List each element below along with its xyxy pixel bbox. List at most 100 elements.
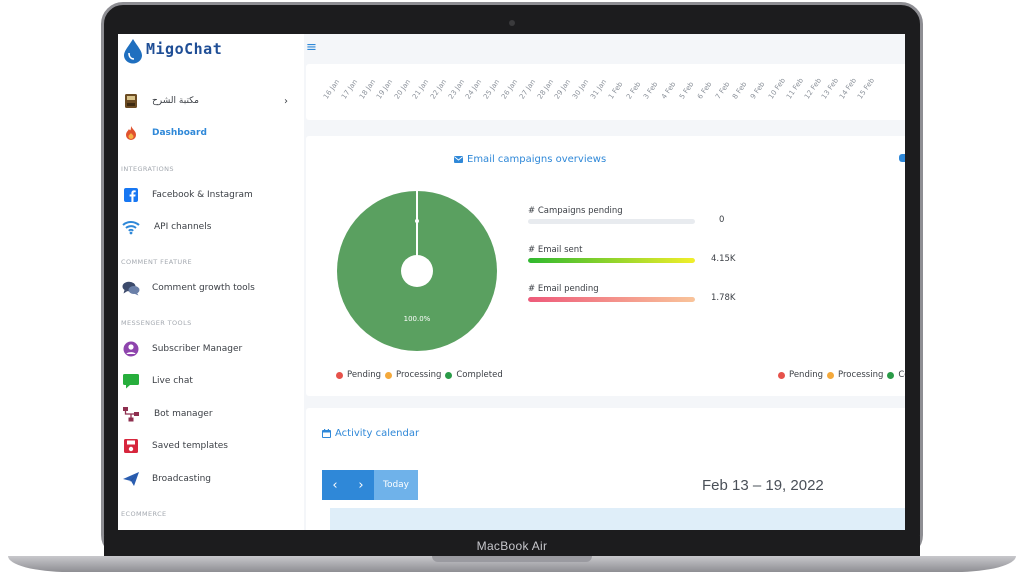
stat-value: 4.15K [711, 254, 736, 264]
stat-progress-fill [528, 297, 695, 302]
sidebar-section-integrations: INTEGRATIONS [121, 165, 174, 173]
legend-label[interactable]: Processing [837, 370, 884, 380]
pie-marker [415, 219, 419, 223]
timeline-tick-label: 10 Feb [767, 76, 788, 101]
sidebar-item-label: Facebook & Instagram [152, 190, 253, 200]
user-circle-icon [122, 340, 140, 358]
timeline-tick-label: 28 Jan [535, 78, 555, 101]
stat-label: # Campaigns pending [528, 206, 623, 216]
sitemap-icon [122, 405, 140, 423]
sidebar-item-label: Broadcasting [152, 474, 212, 484]
activity-calendar-title: Activity calendar [322, 428, 419, 439]
fire-icon [122, 124, 140, 142]
legend-label[interactable]: Completed [456, 370, 503, 380]
pie-center-hole [401, 255, 433, 287]
legend-dot-icon [336, 371, 343, 379]
sidebar-section-ecommerce: ECOMMERCE [121, 510, 167, 518]
timeline-tick-label: 3 Feb [642, 80, 660, 101]
brand-name: MigoChat [146, 40, 223, 58]
stat-progress-fill [528, 258, 695, 263]
sidebar-item-label: مكتبة الشرح [152, 96, 199, 106]
timeline-tick-label: 14 Feb [838, 76, 859, 101]
book-icon [122, 92, 140, 110]
timeline-tick-label: 23 Jan [446, 78, 466, 101]
water-drop-logo-icon [124, 39, 142, 64]
calendar-prev-button[interactable]: ‹ [322, 470, 348, 500]
timeline-tick-label: 31 Jan [589, 78, 609, 101]
wifi-icon [122, 218, 140, 236]
calendar-today-button[interactable]: Today [374, 470, 418, 500]
timeline-tick-label: 7 Feb [713, 80, 732, 101]
sidebar-item-label: Subscriber Manager [152, 344, 243, 354]
email-campaigns-card: Email campaigns overviews 100.0% # Campa… [306, 136, 905, 396]
stat-progress-bar [528, 258, 695, 263]
laptop-bezel [104, 536, 920, 556]
legend-label[interactable]: Processing [395, 370, 442, 380]
timeline-tick-label: 26 Jan [500, 78, 520, 101]
timeline-tick-label: 20 Jan [393, 78, 413, 101]
legend-label[interactable]: Pending [789, 370, 823, 380]
timeline-tick-label: 18 Jan [357, 78, 377, 101]
calendar-next-button[interactable]: › [348, 470, 374, 500]
envelope-icon [454, 156, 463, 163]
stat-value: 0 [719, 215, 725, 225]
chevron-right-icon[interactable]: › [284, 95, 288, 107]
timeline-tick-label: 4 Feb [660, 80, 678, 101]
timeline-tick-label: 9 Feb [749, 80, 767, 101]
legend-dot-icon [445, 371, 453, 379]
stat-progress-bar [528, 219, 695, 224]
timeline-tick-label: 15 Feb [856, 76, 877, 101]
sidebar-item-label: Saved templates [152, 441, 228, 451]
legend-dot-icon [778, 371, 785, 379]
paper-plane-icon [122, 470, 140, 488]
sidebar-section-comment-feature: COMMENT FEATURE [121, 258, 193, 266]
timeline-tick-label: 24 Jan [464, 78, 484, 101]
sidebar-item-api-channels[interactable]: API channels [118, 215, 304, 239]
calendar-grid[interactable] [330, 508, 905, 530]
hamburger-icon[interactable]: ≡ [306, 40, 317, 55]
email-campaigns-title-text: Email campaigns overviews [467, 154, 607, 165]
timeline-tick-label: 17 Jan [339, 78, 359, 101]
campaign-pie-chart[interactable]: 100.0% [336, 190, 498, 352]
sidebar-item-saved-templates[interactable]: Saved templates [118, 434, 304, 458]
legend-right: Pending Processing Co [778, 370, 905, 380]
laptop-base [8, 556, 1016, 572]
save-icon [122, 437, 140, 455]
camera-icon [509, 20, 515, 26]
sidebar-item-broadcasting[interactable]: Broadcasting [118, 467, 304, 491]
chat-bubble-icon [122, 372, 140, 390]
pie-percentage-label: 100.0% [404, 315, 431, 323]
legend-left: Pending Processing Completed [336, 370, 503, 380]
legend-label[interactable]: Co [898, 370, 905, 380]
timeline-tick-label: 29 Jan [553, 78, 573, 101]
sidebar-item-subscriber-manager[interactable]: Subscriber Manager [118, 337, 304, 361]
comments-icon [122, 279, 140, 297]
timeline-tick-label: 30 Jan [571, 78, 591, 101]
timeline-axis-card: 16 Jan 17 Jan 18 Jan 19 Jan 20 Jan 21 Jan 22 J… [306, 64, 905, 120]
brand[interactable]: MigoChat [118, 34, 304, 74]
timeline-tick-label: 2 Feb [624, 80, 643, 101]
timeline-tick-label: 6 Feb [695, 80, 714, 101]
legend-dot-icon [887, 371, 895, 379]
sidebar-item-bot-manager[interactable]: Bot manager [118, 402, 304, 426]
sidebar-item-comment-growth-tools[interactable]: Comment growth tools [118, 276, 304, 300]
timeline-tick-label: 5 Feb [678, 80, 696, 101]
sidebar-item-facebook-instagram[interactable]: Facebook & Instagram [118, 183, 304, 207]
sidebar-item-label: API channels [154, 222, 212, 232]
timeline-tick-label: 21 Jan [411, 78, 431, 101]
sidebar-item-live-chat[interactable]: Live chat [118, 369, 304, 393]
legend-dot-icon [384, 371, 392, 379]
laptop-notch [432, 556, 592, 562]
sidebar-item-explanation-library[interactable]: مكتبة الشرح › [118, 89, 304, 113]
sidebar-item-dashboard[interactable]: Dashboard [118, 121, 304, 145]
legend-label[interactable]: Pending [347, 370, 381, 380]
calendar-icon [322, 429, 331, 438]
sidebar-item-label: Bot manager [154, 409, 213, 419]
sidebar-item-label: Comment growth tools [152, 283, 255, 293]
app-screen: MigoChat مكتبة الشرح › Dashboard INTEGRATIO… [118, 34, 905, 530]
timeline-tick-label: 1 Feb [606, 80, 625, 101]
timeline-tick-label: 16 Jan [322, 78, 342, 101]
legend-dot-icon [826, 371, 834, 379]
email-campaigns-title: Email campaigns overviews [454, 154, 606, 165]
timeline-tick-label: 25 Jan [482, 78, 502, 101]
